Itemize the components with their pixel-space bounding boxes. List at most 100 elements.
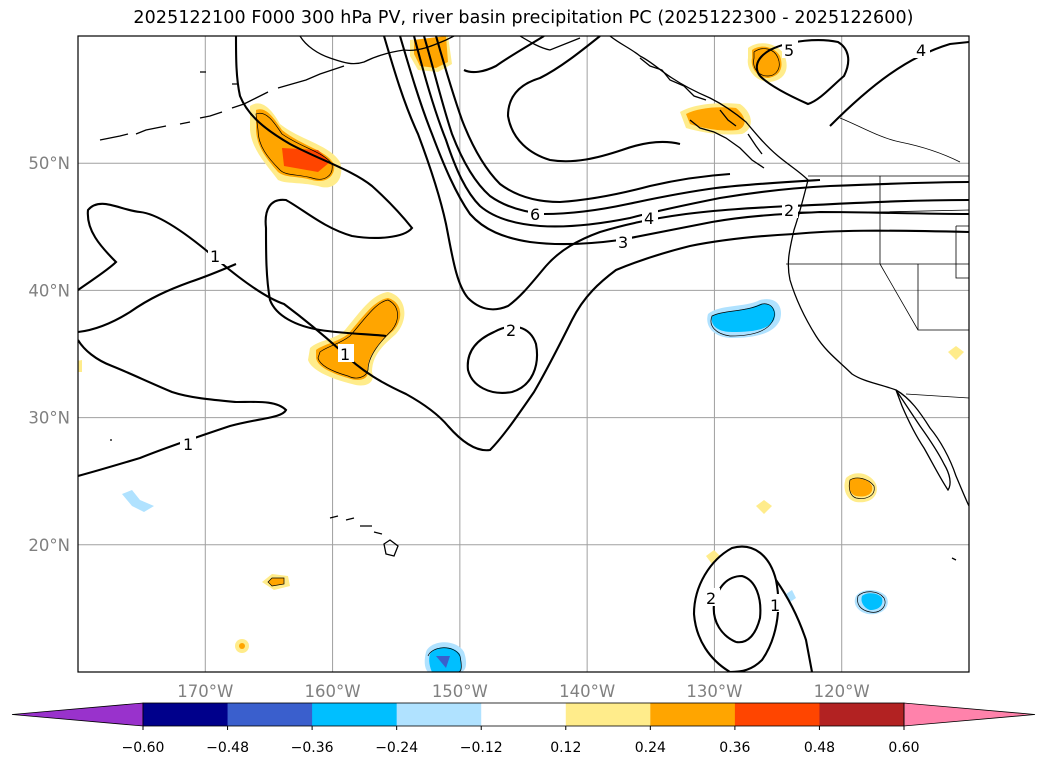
lat-label-3: 50°N	[28, 154, 70, 173]
pv-label-4-b: 4	[916, 41, 926, 60]
shade-negative-mexico-core	[861, 593, 883, 610]
shade-positive-dot-6	[78, 360, 82, 372]
lon-label-4: 130°W	[686, 682, 742, 701]
pv-contour-1-southeast	[775, 579, 814, 672]
map-frame	[77, 35, 970, 673]
colorbar-tick-label-0: −0.60	[122, 740, 165, 756]
shade-outline-baja	[848, 477, 875, 499]
pv-label-2-b: 2	[706, 589, 716, 608]
shade-positive-north-gulf-core	[414, 36, 448, 68]
coastline-hawaii	[329, 515, 399, 557]
colorbar-tick-label-9: 0.60	[888, 740, 919, 756]
shade-negative-hawaii-south-peak	[436, 656, 450, 668]
pv-label-6: 6	[530, 205, 540, 224]
shade-positive-bc-core	[751, 46, 782, 78]
lat-label-1: 30°N	[28, 409, 70, 428]
shade-positive-gulf-alaska-peak	[282, 148, 330, 172]
pv-label-1-b: 1	[183, 435, 193, 454]
colorbar-tick-label-1: −0.48	[206, 740, 249, 756]
shade-outline-offshore	[710, 303, 775, 337]
pv-contour-2-main	[234, 36, 414, 338]
pv-contour-2-loop	[466, 325, 538, 394]
colorbar-bin-4	[481, 703, 567, 726]
colorbar-tick-label-4: −0.12	[460, 740, 503, 756]
border-bc-ak	[839, 117, 961, 163]
shade-outline-hawaii-south	[427, 647, 462, 672]
pv-contour-2-south-loop-outer	[692, 545, 780, 672]
shade-negative-dot-1	[122, 490, 154, 512]
pv-label-2-a: 2	[506, 321, 516, 340]
coastline-bc-islands	[639, 57, 765, 169]
pv-contour-1-south	[78, 339, 288, 478]
pv-contour-4-ne	[829, 40, 969, 127]
map-title: 2025122100 F000 300 hPa PV, river basin …	[133, 8, 914, 28]
pv-contour-5-bc	[755, 39, 850, 106]
shade-positive-vancouver-core	[686, 107, 745, 131]
pv-contour-3	[398, 36, 969, 246]
pv-contour-5	[422, 36, 821, 216]
pv-label-2-c: 2	[784, 201, 794, 220]
pv-label-1-d: 1	[770, 596, 780, 615]
pv-contour-1-mid	[78, 263, 237, 334]
colorbar-bin-2	[312, 703, 398, 726]
shade-outlines	[255, 48, 886, 672]
colorbar-over-extend	[903, 702, 1036, 727]
shade-positive-central-pac-core	[316, 298, 401, 380]
state-borders	[786, 117, 969, 399]
shade-negative-offshore-core	[711, 303, 776, 332]
colorbar-tick-label-8: 0.48	[804, 740, 835, 756]
pv-contour-6	[434, 36, 731, 204]
shade-positive-dot-5	[948, 346, 964, 360]
lat-label-2: 40°N	[28, 281, 70, 300]
colorbar-bin-7	[734, 703, 820, 726]
pv-contour-7-ridge	[506, 36, 681, 163]
lon-label-0: 170°W	[177, 682, 233, 701]
shade-outline-bc	[753, 48, 780, 77]
shade-positive-baja-core	[849, 478, 873, 497]
latitude-labels: 20°N 30°N 40°N 50°N	[28, 154, 70, 555]
lat-label-0: 20°N	[28, 536, 70, 555]
colorbar-tick-label-7: 0.36	[719, 740, 750, 756]
pv-label-4-a: 4	[644, 209, 654, 228]
pv-label-1-a: 1	[210, 247, 220, 266]
colorbar-bin-1	[227, 703, 313, 726]
colorbar-tick-label-2: −0.36	[291, 740, 334, 756]
colorbar-bin-6	[650, 703, 736, 726]
shade-positive-dot-2-core	[239, 643, 245, 649]
pv-contours	[78, 36, 969, 672]
pv-contour-1-west	[78, 202, 969, 452]
pv-contour-labels: 1 1 1 1 2 2 2 3 4 4 5 6	[180, 40, 930, 615]
pv-contour-7-upper	[463, 36, 545, 74]
coastline-alaska	[299, 36, 581, 65]
coastline-baja	[895, 389, 951, 492]
shade-positive-dot-1-core	[268, 578, 284, 586]
colorbar-tick-label-3: −0.24	[375, 740, 418, 756]
colorbar-bin-3	[396, 703, 482, 726]
shade-outline-gulf-alaska	[255, 112, 333, 180]
coastline-small-islands	[110, 71, 957, 561]
colorbar-bin-5	[565, 703, 651, 726]
border-idaho	[955, 225, 969, 279]
coastlines	[99, 36, 969, 561]
colorbar-tick-label-6: 0.24	[635, 740, 666, 756]
colorbar-under-extend	[11, 702, 144, 727]
pv-contour-2-trough	[382, 36, 969, 311]
map-background	[78, 36, 969, 672]
border-mx-us	[905, 393, 969, 399]
pv-contour-2-south-loop-inner	[712, 574, 762, 644]
lon-label-1: 160°W	[305, 682, 361, 701]
colorbar-frame	[142, 702, 905, 727]
colorbar-tick-label-5: 0.12	[550, 740, 581, 756]
pv-label-1-c: 1	[340, 345, 350, 364]
pv-label-5: 5	[784, 41, 794, 60]
shade-positive-dot-3	[756, 500, 772, 514]
lon-label-3: 140°W	[559, 682, 615, 701]
longitude-labels: 170°W 160°W 150°W 140°W 130°W 120°W	[177, 682, 869, 701]
shade-outline-dot-1	[267, 577, 285, 587]
colorbar: −0.60 −0.48 −0.36 −0.24 −0.12 0.12 0.24 0.36 0.4…	[11, 702, 1036, 756]
colorbar-bin-8	[819, 703, 905, 726]
shade-positive-dot-4	[706, 550, 720, 564]
shade-outline-central-pac	[317, 299, 398, 379]
colorbar-bin-0	[143, 703, 229, 726]
